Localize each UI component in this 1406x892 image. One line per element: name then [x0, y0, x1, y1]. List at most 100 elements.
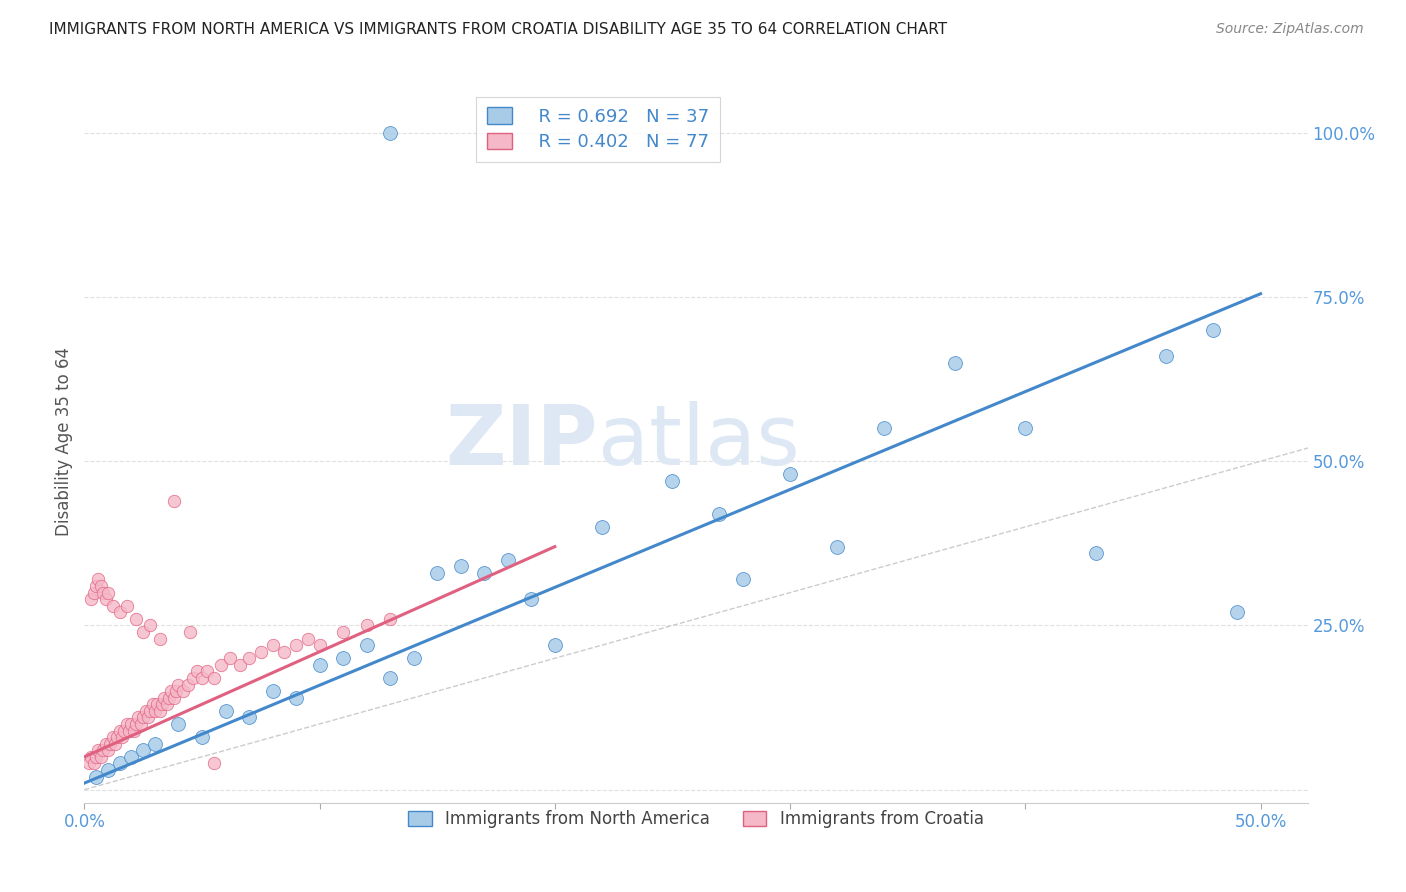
Point: [98, 737, 121, 751]
Legend: Immigrants from North America, Immigrants from Croatia: Immigrants from North America, Immigrant…: [398, 800, 994, 838]
Point: [520, 592, 543, 607]
Point: [167, 677, 190, 691]
Point: [165, 684, 187, 698]
Text: atlas: atlas: [598, 401, 800, 482]
Point: [1084, 546, 1107, 560]
Point: [163, 493, 186, 508]
Point: [191, 671, 214, 685]
Point: [83, 585, 105, 599]
Point: [181, 671, 204, 685]
Point: [873, 421, 896, 435]
Point: [472, 566, 495, 580]
Point: [84, 749, 107, 764]
Point: [87, 743, 110, 757]
Point: [101, 730, 124, 744]
Point: [122, 723, 145, 738]
Point: [115, 717, 138, 731]
Point: [112, 723, 135, 738]
Point: [91, 585, 114, 599]
Text: Source: ZipAtlas.com: Source: ZipAtlas.com: [1216, 22, 1364, 37]
Point: [108, 605, 131, 619]
Point: [80, 592, 103, 607]
Point: [94, 737, 117, 751]
Point: [150, 698, 173, 712]
Point: [142, 698, 165, 712]
Point: [356, 618, 378, 632]
Point: [191, 730, 214, 744]
Point: [101, 599, 124, 613]
Point: [262, 638, 284, 652]
Point: [1226, 605, 1249, 619]
Point: [209, 657, 232, 672]
Point: [163, 690, 186, 705]
Point: [496, 553, 519, 567]
Point: [132, 743, 155, 757]
Y-axis label: Disability Age 35 to 64: Disability Age 35 to 64: [55, 347, 73, 536]
Point: [91, 743, 114, 757]
Point: [127, 710, 149, 724]
Point: [285, 690, 308, 705]
Point: [332, 651, 354, 665]
Point: [77, 756, 100, 771]
Point: [228, 657, 250, 672]
Point: [125, 612, 148, 626]
Point: [157, 690, 180, 705]
Point: [132, 710, 155, 724]
Point: [731, 573, 754, 587]
Point: [779, 467, 801, 482]
Point: [202, 756, 225, 771]
Point: [308, 638, 330, 652]
Point: [661, 474, 683, 488]
Point: [84, 770, 107, 784]
Point: [160, 684, 183, 698]
Point: [94, 592, 117, 607]
Point: [120, 749, 142, 764]
Point: [156, 698, 179, 712]
Point: [195, 665, 218, 679]
Point: [285, 638, 308, 652]
Point: [380, 612, 402, 626]
Point: [149, 632, 172, 646]
Point: [84, 579, 107, 593]
Point: [120, 717, 142, 731]
Point: [111, 730, 134, 744]
Point: [591, 520, 613, 534]
Point: [380, 671, 402, 685]
Point: [262, 684, 284, 698]
Point: [202, 671, 225, 685]
Point: [83, 756, 105, 771]
Point: [179, 625, 201, 640]
Point: [544, 638, 567, 652]
Point: [139, 618, 162, 632]
Point: [97, 763, 120, 777]
Point: [118, 723, 141, 738]
Text: ZIP: ZIP: [446, 401, 598, 482]
Point: [149, 704, 172, 718]
Point: [143, 737, 166, 751]
Point: [332, 625, 354, 640]
Point: [143, 704, 166, 718]
Point: [146, 698, 169, 712]
Point: [402, 651, 425, 665]
Point: [426, 566, 449, 580]
Point: [108, 756, 131, 771]
Point: [97, 743, 120, 757]
Point: [177, 677, 200, 691]
Point: [943, 356, 966, 370]
Point: [135, 704, 157, 718]
Point: [1202, 323, 1225, 337]
Point: [115, 599, 138, 613]
Point: [308, 657, 330, 672]
Point: [80, 749, 103, 764]
Point: [108, 723, 131, 738]
Point: [139, 704, 162, 718]
Point: [238, 710, 260, 724]
Text: IMMIGRANTS FROM NORTH AMERICA VS IMMIGRANTS FROM CROATIA DISABILITY AGE 35 TO 64: IMMIGRANTS FROM NORTH AMERICA VS IMMIGRA…: [49, 22, 948, 37]
Point: [87, 573, 110, 587]
Point: [219, 651, 242, 665]
Point: [297, 632, 319, 646]
Point: [186, 665, 208, 679]
Point: [132, 625, 155, 640]
Point: [273, 645, 295, 659]
Point: [125, 717, 148, 731]
